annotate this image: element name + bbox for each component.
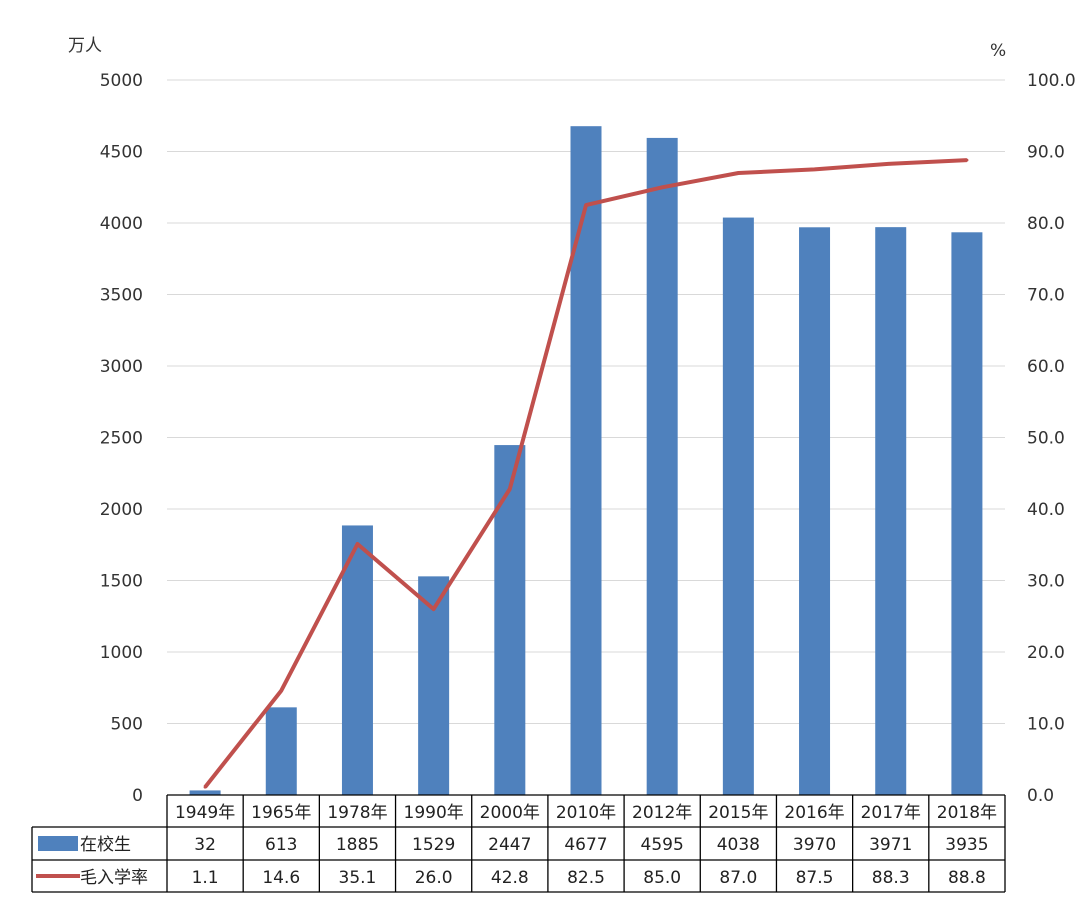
bar bbox=[951, 232, 983, 796]
right-tick-label: 10.0 bbox=[1027, 715, 1065, 735]
left-tick-label: 5000 bbox=[100, 71, 143, 91]
category-label: 2000年 bbox=[480, 803, 540, 823]
bar-value-label: 4595 bbox=[641, 835, 684, 855]
right-tick-label: 80.0 bbox=[1027, 214, 1065, 234]
line-point bbox=[736, 171, 740, 175]
category-label: 2017年 bbox=[861, 803, 921, 823]
bar-value-label: 4038 bbox=[717, 835, 760, 855]
bar bbox=[189, 790, 221, 795]
bar bbox=[646, 137, 678, 796]
right-tick-label: 0.0 bbox=[1027, 786, 1054, 806]
category-label: 1978年 bbox=[327, 803, 387, 823]
rate-value-label: 88.8 bbox=[948, 868, 986, 888]
category-label: 1990年 bbox=[404, 803, 464, 823]
line-point bbox=[203, 785, 207, 789]
category-label: 2012年 bbox=[632, 803, 692, 823]
category-label: 2015年 bbox=[708, 803, 768, 823]
line-point bbox=[813, 167, 817, 171]
bar bbox=[494, 445, 526, 795]
bar-series bbox=[189, 126, 983, 796]
legend-bar-name: 在校生 bbox=[80, 835, 131, 855]
rate-value-label: 85.0 bbox=[643, 868, 681, 888]
category-label: 1949年 bbox=[175, 803, 235, 823]
left-axis-ticks: 0 500 1000 1500 2000 2500 3000 3500 4000 4500 5000 bbox=[100, 71, 143, 806]
right-tick-label: 40.0 bbox=[1027, 500, 1065, 520]
bar bbox=[570, 126, 602, 795]
category-label: 2010年 bbox=[556, 803, 616, 823]
line-point bbox=[355, 542, 359, 546]
bar bbox=[799, 227, 831, 796]
bar-value-label: 1885 bbox=[336, 835, 379, 855]
bar bbox=[265, 707, 297, 795]
left-tick-label: 3500 bbox=[100, 286, 143, 306]
right-tick-label: 50.0 bbox=[1027, 429, 1065, 449]
line-point bbox=[965, 158, 969, 162]
left-tick-label: 2000 bbox=[100, 500, 143, 520]
left-tick-label: 4500 bbox=[100, 143, 143, 163]
rate-value-label: 35.1 bbox=[339, 868, 377, 888]
rate-value-label: 26.0 bbox=[415, 868, 453, 888]
bar-value-label: 3970 bbox=[793, 835, 836, 855]
line-point bbox=[660, 185, 664, 189]
right-axis-ticks: 0.0 10.0 20.0 30.0 40.0 50.0 60.0 70.0 80.0 90.0 1… bbox=[1027, 71, 1076, 806]
rate-value-label: 14.6 bbox=[262, 868, 300, 888]
category-label: 2016年 bbox=[784, 803, 844, 823]
right-tick-label: 30.0 bbox=[1027, 572, 1065, 592]
rate-value-label: 87.0 bbox=[719, 868, 757, 888]
left-axis-unit: 万人 bbox=[68, 36, 102, 56]
bar-value-label: 32 bbox=[194, 835, 216, 855]
line-series bbox=[203, 158, 969, 789]
right-tick-label: 100.0 bbox=[1027, 71, 1076, 91]
bar-value-label: 4677 bbox=[564, 835, 607, 855]
bar bbox=[722, 217, 754, 796]
left-tick-label: 2500 bbox=[100, 429, 143, 449]
bar-value-label: 2447 bbox=[488, 835, 531, 855]
right-tick-label: 60.0 bbox=[1027, 357, 1065, 377]
line-point bbox=[279, 689, 283, 693]
left-tick-label: 1500 bbox=[100, 572, 143, 592]
bar bbox=[418, 576, 450, 795]
left-tick-label: 500 bbox=[111, 715, 143, 735]
line-point bbox=[889, 162, 893, 166]
bar-value-label: 3971 bbox=[869, 835, 912, 855]
left-tick-label: 1000 bbox=[100, 643, 143, 663]
category-label: 1965年 bbox=[251, 803, 311, 823]
legend-bar-key bbox=[38, 836, 78, 851]
bar-value-label: 613 bbox=[265, 835, 297, 855]
bar bbox=[341, 525, 373, 795]
rate-value-label: 1.1 bbox=[192, 868, 219, 888]
line-point bbox=[508, 487, 512, 491]
right-tick-label: 90.0 bbox=[1027, 143, 1065, 163]
rate-value-label: 88.3 bbox=[872, 868, 910, 888]
bar-value-label: 3935 bbox=[945, 835, 988, 855]
right-tick-label: 70.0 bbox=[1027, 286, 1065, 306]
left-tick-label: 4000 bbox=[100, 214, 143, 234]
bar bbox=[875, 227, 907, 796]
rate-value-label: 82.5 bbox=[567, 868, 605, 888]
right-tick-label: 20.0 bbox=[1027, 643, 1065, 663]
data-table: 1949年 1965年 1978年 1990年 2000年 2010年 2012年 2015年… bbox=[31, 794, 1006, 893]
left-tick-label: 3000 bbox=[100, 357, 143, 377]
left-tick-label: 0 bbox=[132, 786, 143, 806]
rate-value-label: 87.5 bbox=[796, 868, 834, 888]
bar-value-label: 1529 bbox=[412, 835, 455, 855]
category-label: 2018年 bbox=[937, 803, 997, 823]
legend-line-name: 毛入学率 bbox=[80, 868, 148, 888]
line-point bbox=[584, 203, 588, 207]
line-point bbox=[432, 607, 436, 611]
right-axis-unit: % bbox=[990, 41, 1006, 61]
rate-value-label: 42.8 bbox=[491, 868, 529, 888]
